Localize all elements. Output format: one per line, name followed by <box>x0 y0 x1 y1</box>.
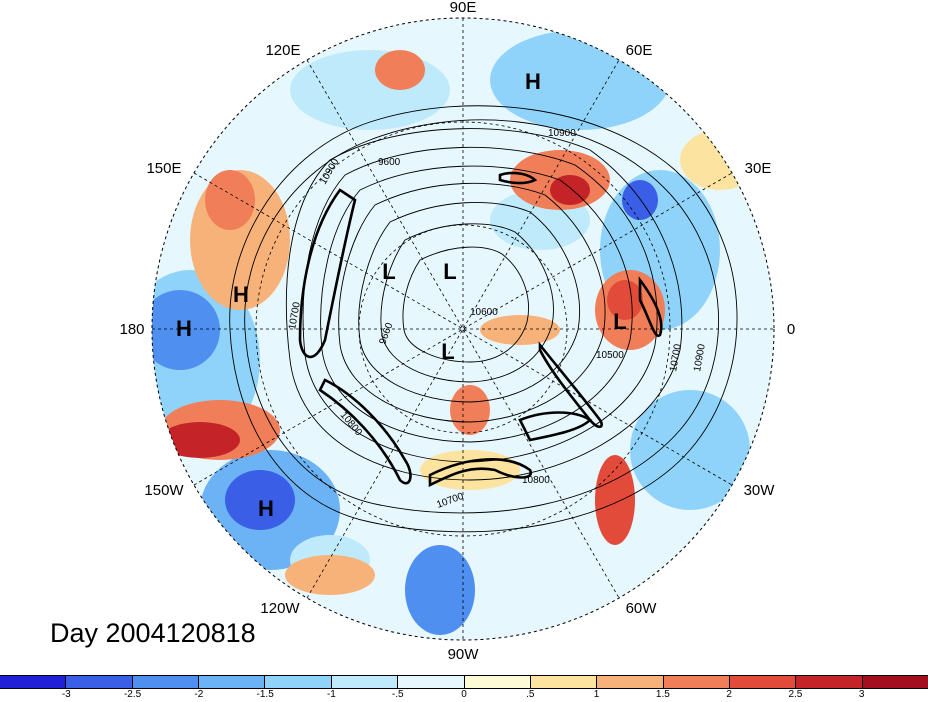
colorbar-segment <box>198 676 265 688</box>
colorbar-tick-label: 1.5 <box>655 689 670 700</box>
colorbar-tick-label: 3 <box>858 689 865 700</box>
colorbar <box>0 675 928 689</box>
colorbar-segment <box>330 676 398 688</box>
contour-label: 10600 <box>470 307 498 318</box>
colorbar-segment <box>728 676 796 688</box>
contour-label: 10500 <box>596 350 624 361</box>
colorbar-segment <box>65 676 132 688</box>
contour-labels: 10900 10900 10800 10700 10500 10700 1090… <box>287 128 708 511</box>
colorbar-tick-label: 0 <box>461 689 467 700</box>
lon-label-30w: 30W <box>744 482 776 499</box>
colorbar-tick-label: -3 <box>61 689 71 700</box>
l-marker: L <box>613 309 626 334</box>
graticule <box>152 18 774 640</box>
contour-label: 10800 <box>522 475 550 486</box>
colorbar-segment <box>529 676 597 688</box>
h-marker: H <box>525 69 541 94</box>
colorbar-segment <box>861 676 928 688</box>
lon-label-0: 0 <box>787 321 795 338</box>
colorbar-segment <box>397 676 464 688</box>
longitude-labels: 90E 60E 30E 0 30W 60W 90W 120W 150W 180 … <box>119 0 795 663</box>
colorbar-segment <box>662 676 729 688</box>
pressure-markers: H H H H L L L L <box>176 69 627 521</box>
contour-label: 9600 <box>378 157 401 168</box>
contour-label: 10700 <box>287 301 303 331</box>
contour-label: 10900 <box>548 128 576 139</box>
colorbar-tick-label: -2 <box>194 689 204 700</box>
lon-label-90w: 90W <box>448 646 480 663</box>
h-marker: H <box>258 496 274 521</box>
colorbar-tick-label: 2.5 <box>788 689 803 700</box>
colorbar-segment <box>463 676 530 688</box>
colorbar-tick-label: 1 <box>593 689 600 700</box>
jet-contours <box>298 171 663 488</box>
contour-label: 10900 <box>692 343 708 373</box>
colorbar-segment <box>131 676 199 688</box>
lon-label-30e: 30E <box>745 160 772 177</box>
lon-label-150w: 150W <box>144 482 184 499</box>
lon-label-60e: 60E <box>626 42 653 59</box>
map-boundary <box>151 17 775 641</box>
colorbar-tick-label: -2.5 <box>123 689 142 700</box>
l-marker: L <box>441 339 454 364</box>
lon-label-150e: 150E <box>146 160 181 177</box>
lon-label-180: 180 <box>119 321 144 338</box>
h-marker: H <box>176 316 192 341</box>
h-marker: H <box>233 282 249 307</box>
l-marker: L <box>382 259 395 284</box>
colorbar-tick-label: .5 <box>526 689 535 700</box>
colorbar-segment <box>596 676 663 688</box>
colorbar-segment <box>795 676 862 688</box>
l-marker: L <box>443 259 456 284</box>
colorbar-labels: -3 -2.5 -2 -1.5 -1 -.5 0 .5 1 1.5 2 2.5 3 <box>0 689 928 702</box>
lon-label-90e: 90E <box>450 0 477 16</box>
colorbar-segment <box>264 676 331 688</box>
colorbar-segment <box>0 676 66 688</box>
colorbar-tick-label: 2 <box>726 689 732 700</box>
colorbar-tick-label: -.5 <box>391 689 404 700</box>
lon-label-120w: 120W <box>260 600 300 617</box>
colorbar-tick-label: -1 <box>326 689 336 700</box>
lon-label-60w: 60W <box>626 600 658 617</box>
colorbar-tick-label: -1.5 <box>256 689 274 700</box>
map-title: Day 2004120818 <box>50 618 256 648</box>
contour-label: 10700 <box>668 343 684 373</box>
lon-label-120e: 120E <box>265 42 300 59</box>
